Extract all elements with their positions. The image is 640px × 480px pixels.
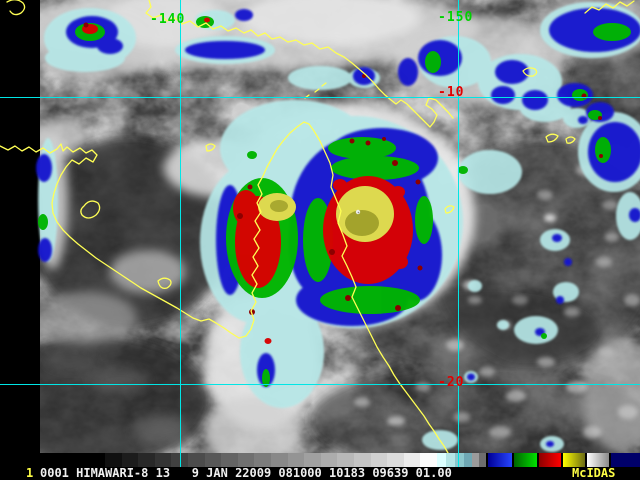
colorbar-segment <box>511 453 514 467</box>
coastline-overlay <box>0 0 635 453</box>
colorbar-segment <box>353 453 371 467</box>
colorbar-segment <box>105 453 122 467</box>
colorbar-segment <box>445 453 455 467</box>
colorbar-segment <box>487 453 512 467</box>
colorbar-segment <box>387 453 404 467</box>
status-text-row: 1 0001 HIMAWARI-8 13 9 JAN 22009 081000 … <box>0 467 640 480</box>
colorbar-segment <box>586 453 609 467</box>
colorbar <box>105 453 640 467</box>
colorbar-segment <box>436 453 446 467</box>
colorbar-segment <box>478 453 486 467</box>
satellite-scene <box>0 0 640 453</box>
colorbar-segment <box>237 453 255 467</box>
colorbar-segment <box>538 453 561 467</box>
image-info-text: 0001 HIMAWARI-8 13 9 JAN 22009 081000 10… <box>40 466 452 480</box>
colorbar-segment <box>560 453 563 467</box>
colorbar-segment <box>420 453 437 467</box>
colorbar-segment <box>403 453 421 467</box>
colorbar-segment <box>121 453 139 467</box>
grid-label-latitude-20: -20 <box>438 375 465 390</box>
colorbar-segment <box>608 453 611 467</box>
frame-number: 1 <box>26 466 34 480</box>
grid-line-latitude-20 <box>0 384 640 385</box>
colorbar-segment <box>463 453 472 467</box>
colorbar-segment <box>454 453 464 467</box>
colorbar-segment <box>471 453 479 467</box>
colorbar-segment <box>270 453 288 467</box>
grid-line-longitude-140 <box>180 0 181 467</box>
grid-line-longitude-150 <box>458 0 459 467</box>
mcidas-brand-label: McIDAS <box>572 466 616 480</box>
colorbar-segment <box>370 453 388 467</box>
colorbar-segment <box>584 453 587 467</box>
storm-core-layer <box>258 186 394 242</box>
colorbar-segment <box>513 453 537 467</box>
colorbar-segment <box>287 453 305 467</box>
colorbar-segment <box>187 453 205 467</box>
colorbar-segment <box>254 453 271 467</box>
status-bar: 1 0001 HIMAWARI-8 13 9 JAN 22009 081000 … <box>0 453 640 480</box>
colorbar-segment <box>304 453 321 467</box>
grid-label-latitude-10: -10 <box>438 85 465 100</box>
colorbar-segment <box>171 453 188 467</box>
colorbar-segment <box>610 453 640 467</box>
colorbar-segment <box>320 453 338 467</box>
colorbar-segment <box>337 453 354 467</box>
colorbar-segment <box>221 453 238 467</box>
grid-label-longitude-150: -150 <box>438 10 474 25</box>
colorbar-segment <box>536 453 539 467</box>
grid-label-longitude-140: -140 <box>150 12 186 27</box>
colorbar-segment <box>154 453 172 467</box>
data-void-strip <box>0 0 40 453</box>
grid-line-latitude-10 <box>0 97 640 98</box>
colorbar-segment <box>204 453 222 467</box>
colorbar-segment <box>138 453 155 467</box>
colorbar-segment <box>562 453 585 467</box>
enhancement-darkred-layer <box>83 22 603 315</box>
colorbar-segment <box>485 453 488 467</box>
